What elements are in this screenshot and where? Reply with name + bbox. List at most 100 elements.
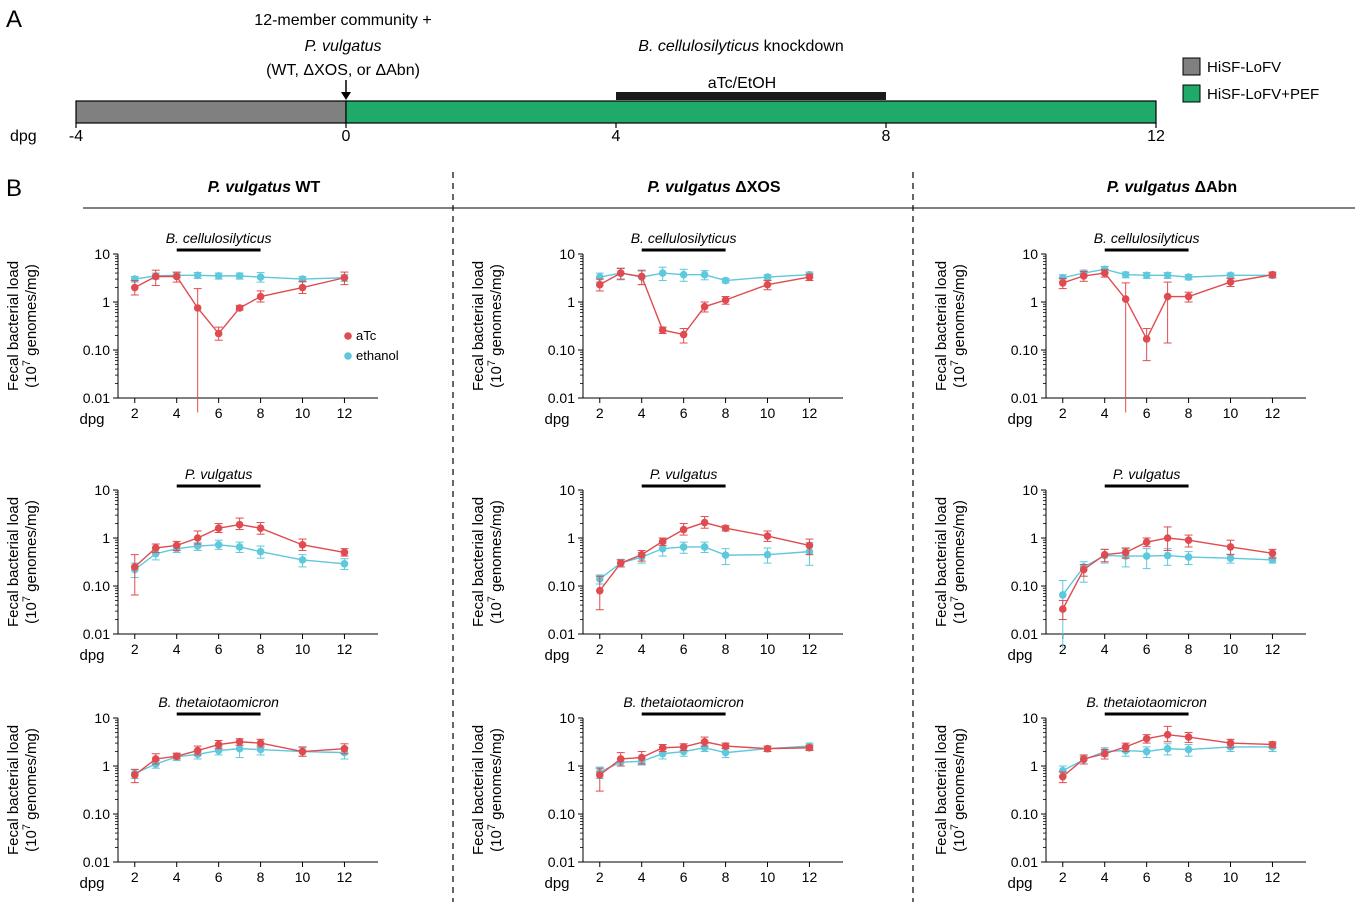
data-point xyxy=(235,304,244,312)
x-tick-label: 12 xyxy=(337,405,353,421)
x-tick-label: 6 xyxy=(1143,869,1151,885)
x-tick-label: 6 xyxy=(215,869,223,885)
data-point xyxy=(1226,543,1235,551)
data-point xyxy=(1226,271,1235,280)
x-axis-label: dpg xyxy=(1007,411,1032,428)
annotation-line: (WT, ΔXOS, or ΔAbn) xyxy=(266,62,420,79)
y-tick-label: 0.01 xyxy=(548,626,575,642)
data-point xyxy=(1163,271,1172,280)
text-part: P. vulgatus xyxy=(208,179,291,196)
data-point xyxy=(679,525,688,534)
text-part: P. vulgatus xyxy=(1107,179,1190,196)
data-point xyxy=(721,524,730,533)
legend-swatch xyxy=(1182,84,1201,103)
chart-title: P. vulgatus xyxy=(650,466,717,482)
data-point xyxy=(595,771,604,779)
data-point xyxy=(1184,273,1193,281)
y-tick-label: 0.10 xyxy=(1011,342,1038,358)
data-point xyxy=(1184,292,1193,301)
data-point xyxy=(151,544,160,552)
x-tick-label: 10 xyxy=(295,641,311,657)
y-axis-label-line2: (107 genomes/mg) xyxy=(21,500,40,624)
chart-title: P. vulgatus xyxy=(185,466,252,482)
x-tick-label: 6 xyxy=(1143,405,1151,421)
x-tick-label: 2 xyxy=(131,405,139,421)
ylabel-part: (10 xyxy=(23,830,40,852)
x-tick-label: 10 xyxy=(1223,641,1239,657)
data-point xyxy=(637,272,646,281)
y-tick-label: 0.01 xyxy=(548,854,575,870)
timeline-segment xyxy=(75,100,347,124)
y-axis-label-line2: (107 genomes/mg) xyxy=(949,500,968,624)
data-point xyxy=(214,740,223,749)
data-point xyxy=(298,747,307,756)
x-tick-label: 6 xyxy=(680,869,688,885)
timeline-ticks: -4 0 4 8 12 xyxy=(69,123,1165,145)
data-point xyxy=(151,755,160,763)
data-point xyxy=(658,269,667,277)
data-point xyxy=(340,273,349,282)
y-tick-label: 10 xyxy=(1022,482,1038,498)
data-point xyxy=(214,524,223,533)
y-axis-label-line1: Fecal bacterial load xyxy=(5,497,22,627)
y-tick-label: 0.10 xyxy=(548,806,575,822)
data-point xyxy=(172,541,181,550)
data-point xyxy=(1163,292,1172,301)
data-point xyxy=(616,755,625,763)
data-point xyxy=(1268,549,1277,558)
data-point xyxy=(700,737,709,746)
text-part: knockdown xyxy=(759,38,844,55)
data-point xyxy=(637,550,646,559)
data-point xyxy=(595,586,604,595)
data-point xyxy=(151,549,160,558)
data-point xyxy=(1163,534,1172,542)
x-axis-label: dpg xyxy=(1007,647,1032,664)
data-point xyxy=(1163,744,1172,753)
y-tick-label: 0.10 xyxy=(1011,578,1038,594)
y-tick-label: 0.10 xyxy=(83,806,110,822)
chart-panel: P. vulgatus 0.01 0.10 1 10 2 4 6 8 10 12 dpg Fecal b… xyxy=(470,466,843,664)
data-point xyxy=(1058,766,1067,775)
y-axis-label-line2: (107 genomes/mg) xyxy=(486,500,505,624)
ylabel-part: genomes/mg) xyxy=(488,728,505,824)
x-tick-label: 4 xyxy=(173,641,181,657)
x-tick-label: 2 xyxy=(596,869,604,885)
x-tick-label: 2 xyxy=(1059,641,1067,657)
data-point xyxy=(1121,270,1130,279)
data-point xyxy=(700,302,709,311)
y-tick-label: 10 xyxy=(559,482,575,498)
ylabel-part: (10 xyxy=(951,366,968,388)
data-point xyxy=(256,739,265,747)
series-aTc xyxy=(595,736,814,792)
data-point xyxy=(721,748,730,757)
timeline-segment xyxy=(345,100,1157,124)
ylabel-part: (10 xyxy=(488,830,505,852)
ylabel-superscript: 7 xyxy=(486,824,498,830)
data-point xyxy=(193,746,202,755)
x-tick-label: 8 xyxy=(1185,869,1193,885)
data-point xyxy=(1142,747,1151,756)
chart-panel: B. cellulosilyticus 0.01 0.10 1 10 2 4 6 8 10 12 dp… xyxy=(470,230,843,428)
data-point xyxy=(151,272,160,281)
y-axis-label-line2: (107 genomes/mg) xyxy=(949,728,968,852)
data-point xyxy=(1163,730,1172,739)
x-axis-label: dpg xyxy=(544,647,569,664)
series-ethanol xyxy=(1058,742,1277,777)
data-point xyxy=(658,326,667,334)
x-axis-label: dpg xyxy=(79,875,104,892)
x-tick-label: 4 xyxy=(1101,641,1109,657)
x-tick-label: 8 xyxy=(1185,641,1193,657)
x-tick-label: 6 xyxy=(215,641,223,657)
data-point xyxy=(235,520,244,529)
data-point xyxy=(721,276,730,285)
x-axis-label: dpg xyxy=(1007,875,1032,892)
data-point xyxy=(679,330,688,339)
y-tick-label: 0.10 xyxy=(548,342,575,358)
data-point xyxy=(763,273,772,281)
ylabel-part: genomes/mg) xyxy=(951,500,968,596)
y-tick-label: 0.10 xyxy=(548,578,575,594)
legend-label: HiSF-LoFV xyxy=(1207,59,1281,76)
data-point xyxy=(721,551,730,559)
y-tick-label: 0.01 xyxy=(83,854,110,870)
